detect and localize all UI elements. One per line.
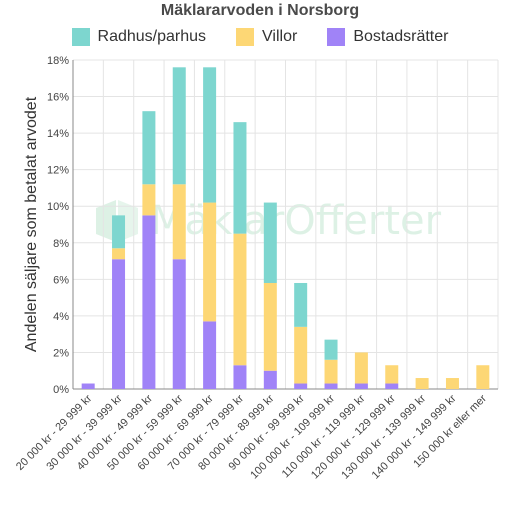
y-tick-label: 4% [53, 311, 69, 323]
y-tick-label: 14% [47, 128, 69, 140]
bar-segment [233, 122, 247, 234]
y-tick-label: 8% [53, 238, 69, 250]
watermark: MäklarOfferter [92, 196, 441, 246]
bar-segment [445, 378, 459, 389]
legend-label: Villor [262, 28, 298, 45]
watermark-text: MäklarOfferter [150, 198, 442, 244]
bar-segment [324, 339, 338, 360]
bar-segment [142, 184, 156, 216]
y-tick-label: 18% [47, 55, 69, 67]
bar-segment [172, 259, 186, 389]
bar-segment [263, 282, 277, 371]
bar-segment [385, 365, 399, 384]
bar-segment [172, 184, 186, 260]
y-tick-label: 6% [53, 274, 69, 286]
legend-item: Villor [236, 28, 297, 46]
legend-swatch [236, 28, 255, 46]
bar-segment [354, 352, 368, 384]
bar-segment [112, 259, 126, 389]
y-tick-label: 10% [47, 201, 69, 213]
legend-item: Bostadsrätter [327, 28, 448, 46]
bar-segment [172, 67, 186, 185]
bar-segment [415, 378, 429, 389]
bar-segment [263, 370, 277, 389]
y-tick-label: 0% [53, 384, 69, 396]
bar-segment [203, 202, 217, 322]
bar-segment [112, 215, 126, 249]
bar-segment [233, 365, 247, 389]
bar-segment [294, 383, 308, 389]
bar-segment [233, 233, 247, 366]
bar-segment [203, 67, 217, 203]
bar-segment [385, 383, 399, 389]
bar-segment [142, 111, 156, 185]
bar-segment [203, 321, 217, 389]
legend-label: Radhus/parhus [97, 28, 207, 45]
bar-segment [294, 282, 308, 327]
chart-legend: Radhus/parhus Villor Bostadsrätter [0, 28, 520, 46]
legend-item: Radhus/parhus [71, 28, 207, 46]
bar-segment [112, 248, 126, 260]
chart-title: Mäklararvoden i Norsborg [160, 2, 360, 19]
bar-segment [324, 359, 338, 384]
bar-segment [294, 326, 308, 384]
bar-segment [354, 383, 368, 389]
bar-segment [263, 202, 277, 283]
legend-swatch [71, 28, 90, 46]
bar-segment [476, 365, 490, 389]
y-tick-label: 16% [47, 92, 69, 104]
legend-swatch [327, 28, 346, 46]
legend-label: Bostadsrätter [353, 28, 449, 45]
bar-segment [81, 383, 95, 389]
bar-segment [324, 383, 338, 389]
y-tick-label: 2% [53, 347, 69, 359]
bar-segment [142, 215, 156, 389]
y-axis-label: Andelen säljare som betalat arvodet [23, 96, 40, 352]
y-tick-label: 12% [47, 165, 69, 177]
